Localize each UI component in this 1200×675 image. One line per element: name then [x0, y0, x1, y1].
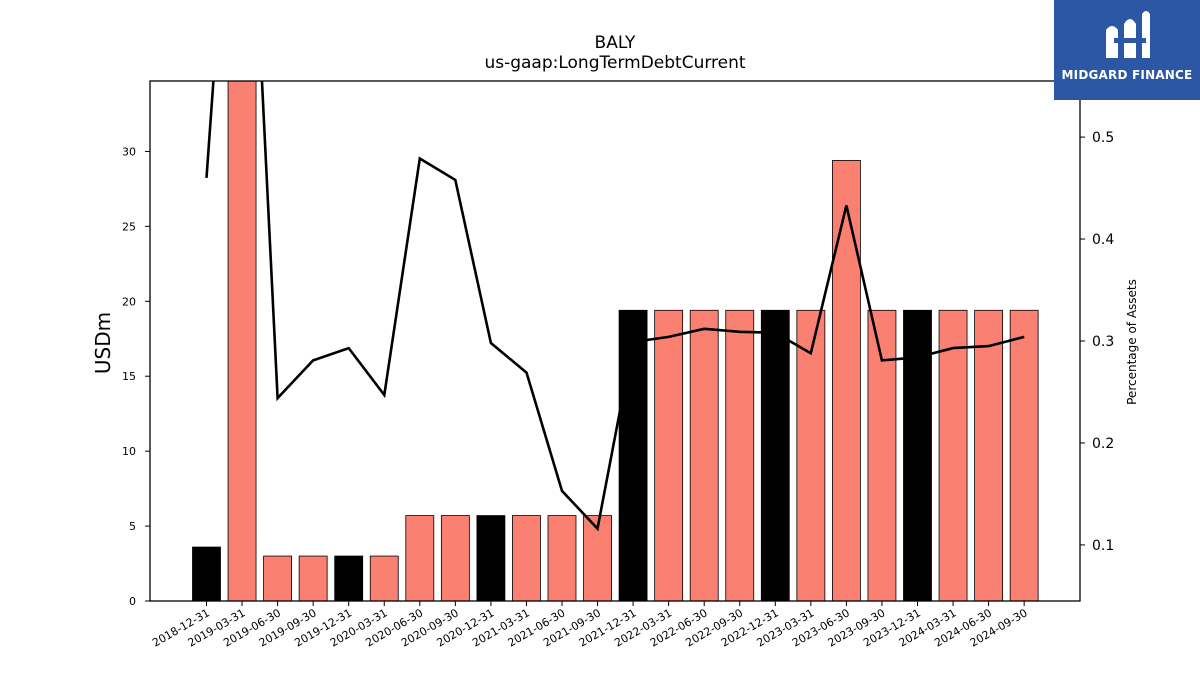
y-axis-label: USDm — [91, 312, 115, 374]
y2-tick-label: 0.1 — [1092, 538, 1114, 554]
chart-title-metric: us-gaap:LongTermDebtCurrent — [484, 53, 746, 73]
bar-2018-12-31 — [192, 546, 221, 601]
line-series-percentage-of-assets — [205, 81, 1025, 532]
bar-2020-06-30 — [405, 515, 435, 601]
bar-2020-03-31 — [369, 555, 399, 601]
bar-2022-03-31 — [654, 309, 684, 601]
bar-2019-06-30 — [263, 555, 293, 601]
y2-tick-label: 0.3 — [1092, 334, 1114, 350]
bar-2022-12-31 — [760, 309, 790, 601]
bar-2019-09-30 — [298, 555, 328, 601]
bar-2019-03-31 — [227, 81, 257, 601]
y-tick-label: 0 — [129, 595, 136, 608]
bar-2022-06-30 — [689, 309, 719, 601]
y-tick-label: 20 — [122, 295, 136, 308]
y-tick-label: 30 — [122, 145, 136, 158]
bar-2019-12-31 — [334, 555, 364, 601]
brand-logo: MIDGARD FINANCE — [1054, 0, 1200, 100]
y2-tick-label: 0.4 — [1092, 232, 1114, 248]
line-layer — [205, 81, 1025, 532]
y-tick-label: 5 — [129, 520, 136, 533]
chart-title-ticker: BALY — [594, 33, 636, 53]
y2-tick-label: 0.5 — [1092, 130, 1114, 146]
bar-2021-06-30 — [547, 515, 577, 601]
y-tick-label: 15 — [122, 370, 136, 383]
brand-mark-icon — [1106, 11, 1150, 58]
bar-2023-09-30 — [867, 309, 897, 601]
bar-2022-09-30 — [725, 309, 755, 601]
bar-2020-12-31 — [476, 515, 506, 601]
bar-2024-06-30 — [974, 309, 1003, 601]
bar-2023-03-31 — [796, 309, 826, 601]
y-tick-label: 10 — [122, 445, 136, 458]
brand-name: MIDGARD FINANCE — [1061, 68, 1193, 82]
y2-axis-label: Percentage of Assets — [1125, 279, 1139, 405]
bars-layer — [192, 81, 1039, 601]
y-tick-label: 25 — [122, 220, 136, 233]
y2-tick-label: 0.2 — [1092, 436, 1114, 452]
bar-2021-03-31 — [512, 515, 541, 601]
bar-2020-09-30 — [440, 515, 470, 601]
bar-2024-09-30 — [1009, 309, 1039, 601]
bar-2021-12-31 — [618, 309, 648, 601]
bar-2023-06-30 — [832, 160, 861, 601]
bar-2024-03-31 — [938, 309, 968, 601]
